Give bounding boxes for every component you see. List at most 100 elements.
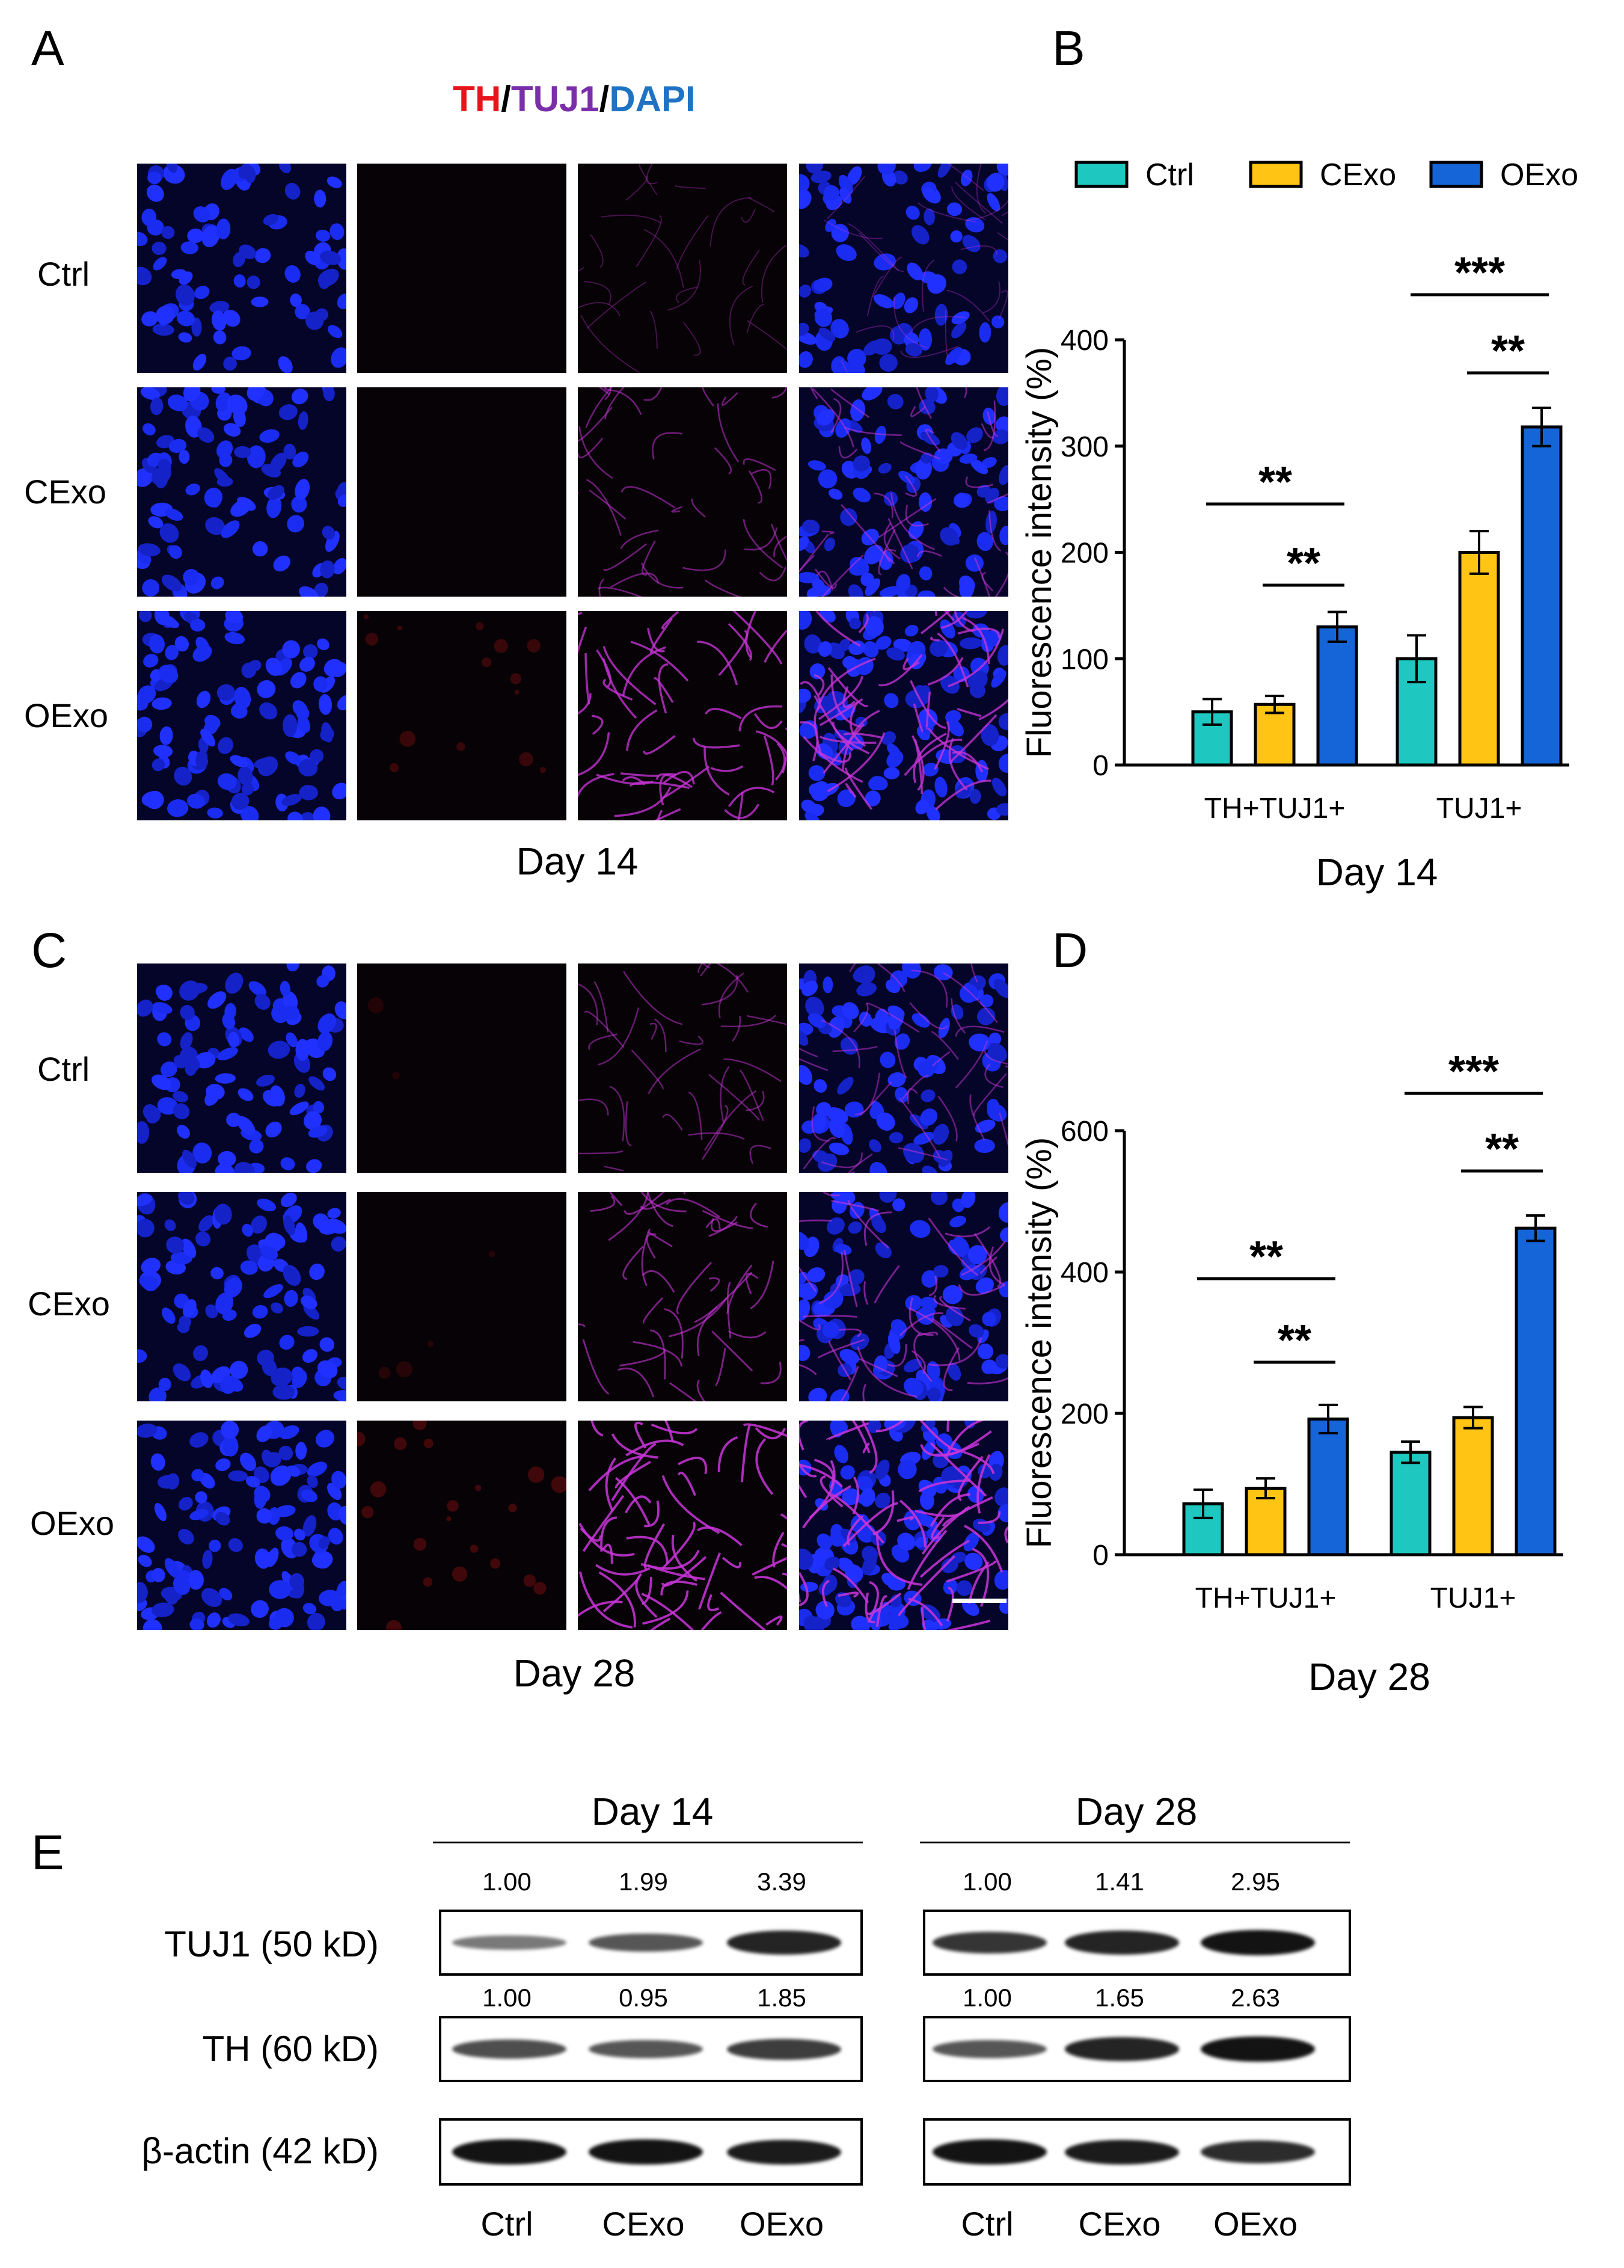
legend-label-oexo: OExo <box>1500 158 1578 192</box>
blot-band-tuj1-d14-1 <box>589 1933 703 1952</box>
wb-quant-th_values-d28-2: 2.63 <box>1231 1984 1280 2012</box>
panel-label-a: A <box>31 21 64 76</box>
y-tick-label: 200 <box>1061 538 1109 570</box>
blot-band-bactin-d28-2 <box>1201 2140 1315 2163</box>
x-category-label: TUJ1+ <box>1430 1582 1516 1614</box>
scale-bar-day28 <box>952 1599 1007 1603</box>
blot-band-tuj1-d28-0 <box>933 1931 1047 1954</box>
micrograph-tile-grid-d14-r2-c1 <box>357 611 566 820</box>
significance-stars: ** <box>1278 1317 1311 1365</box>
blot-band-bactin-d14-1 <box>589 2139 703 2165</box>
legend-label-cexo: CExo <box>1320 158 1396 192</box>
wb-lane-label-d14-1: CExo <box>602 2205 685 2243</box>
row-label-ctrl-d14: Ctrl <box>37 255 90 293</box>
x-axis-label: Day 14 <box>1316 850 1438 894</box>
blot-band-th-d14-0 <box>452 2039 566 2059</box>
row-label-oexo-d28: OExo <box>30 1504 115 1542</box>
micrograph-tile-grid-d14-r2-c3 <box>799 611 1008 820</box>
significance-stars: ** <box>1258 458 1292 506</box>
y-tick-label: 600 <box>1061 1116 1109 1148</box>
wb-quant-tuj1_values-d14-2: 3.39 <box>757 1867 806 1896</box>
micrograph-tile-grid-d14-r0-c2 <box>578 164 787 373</box>
wb-day28-label: Day 28 <box>1075 1790 1198 1833</box>
blot-band-th-d14-2 <box>727 2038 841 2060</box>
row-label-ctrl-d28: Ctrl <box>37 1050 90 1088</box>
micrograph-tile-grid-d28-r0-c2 <box>578 963 787 1173</box>
bar-cexo-1 <box>1452 1416 1494 1557</box>
wb-lane-label-d28-0: Ctrl <box>961 2205 1014 2243</box>
significance-stars: *** <box>1448 1048 1499 1096</box>
micrograph-tile-grid-d28-r2-c0 <box>137 1421 346 1630</box>
blot-tuj1-d14 <box>439 1910 863 1976</box>
micrograph-tile-grid-d28-r2-c3 <box>799 1421 1008 1630</box>
panel-label-e: E <box>31 1825 64 1880</box>
bar-oexo-0 <box>1316 625 1358 767</box>
wb-quant-tuj1_values-d14-0: 1.00 <box>482 1867 532 1896</box>
wb-quant-tuj1_values-d28-0: 1.00 <box>963 1867 1012 1896</box>
y-axis-label: Fluorescence intensity (%) <box>1020 347 1059 758</box>
y-tick-label: 100 <box>1061 644 1109 675</box>
stain-sep-2: / <box>599 79 610 119</box>
y-tick-label: 300 <box>1061 431 1109 463</box>
micrograph-tile-grid-d14-r0-c0 <box>137 164 346 373</box>
y-tick-label: 400 <box>1061 1257 1109 1289</box>
blot-th-d14 <box>439 2016 863 2082</box>
legend-swatch-oexo <box>1429 161 1483 188</box>
micrograph-tile-grid-d28-r0-c1 <box>357 963 566 1173</box>
legend-swatch-cexo <box>1249 161 1303 188</box>
panel-label-c: C <box>31 923 67 978</box>
micrograph-tile-grid-d14-r2-c0 <box>137 611 346 820</box>
x-category-label: TH+TUJ1+ <box>1195 1582 1337 1614</box>
x-category-label: TUJ1+ <box>1436 793 1522 825</box>
x-category-label: TH+TUJ1+ <box>1204 793 1346 825</box>
micrograph-tile-grid-d14-r0-c1 <box>357 164 566 373</box>
bar-oexo-1 <box>1521 425 1563 767</box>
stain-sep-1: / <box>501 79 511 119</box>
micrograph-tile-grid-d28-r2-c2 <box>578 1421 787 1630</box>
blot-band-th-d28-0 <box>933 2039 1047 2059</box>
row-label-oexo-d14: OExo <box>24 696 109 734</box>
blot-tuj1-d28 <box>923 1910 1351 1976</box>
wb-quant-tuj1_values-d14-1: 1.99 <box>619 1867 668 1896</box>
blot-band-th-d28-2 <box>1201 2036 1315 2062</box>
blot-band-tuj1-d28-2 <box>1201 1929 1315 1956</box>
bar-ctrl-1 <box>1396 657 1438 767</box>
y-tick-label: 0 <box>1092 1540 1109 1572</box>
y-tick-label: 0 <box>1092 750 1109 782</box>
stain-th: TH <box>453 79 501 119</box>
significance-stars: ** <box>1491 327 1525 375</box>
blot-band-bactin-d14-0 <box>452 2139 566 2165</box>
significance-stars: ** <box>1249 1233 1283 1281</box>
micrograph-day28-label: Day 28 <box>513 1652 636 1695</box>
scale-bar-day14 <box>950 823 1005 827</box>
legend-swatch-ctrl <box>1074 161 1129 188</box>
micrograph-tile-grid-d28-r1-c1 <box>357 1192 566 1401</box>
micrograph-tile-grid-d28-r0-c0 <box>137 963 346 1173</box>
y-axis-label: Fluorescence intensity (%) <box>1020 1137 1059 1548</box>
blot-band-tuj1-d14-2 <box>727 1931 841 1955</box>
wb-lane-label-d28-2: OExo <box>1213 2205 1298 2243</box>
micrograph-tile-grid-d28-r1-c0 <box>137 1192 346 1401</box>
wb-lane-label-d28-1: CExo <box>1078 2205 1161 2243</box>
wb-quant-th_values-d14-0: 1.00 <box>482 1984 532 2012</box>
blot-band-bactin-d28-1 <box>1065 2139 1179 2165</box>
blot-th-d28 <box>923 2016 1351 2082</box>
blot-bactin-d28 <box>923 2118 1351 2186</box>
blot-bactin-d14 <box>439 2118 863 2186</box>
bar-ctrl-1 <box>1390 1451 1432 1557</box>
blot-band-bactin-d28-0 <box>933 2139 1047 2165</box>
blot-band-tuj1-d14-0 <box>452 1935 566 1950</box>
wb-day28-line <box>920 1842 1350 1843</box>
wb-row-label-bactin: β-actin (42 kD) <box>141 2131 379 2171</box>
bar-cexo-1 <box>1458 551 1500 767</box>
micrograph-tile-grid-d14-r0-c3 <box>799 164 1008 373</box>
row-label-cexo-d14: CExo <box>24 473 106 511</box>
micrograph-tile-grid-d14-r1-c1 <box>357 387 566 597</box>
blot-band-tuj1-d28-1 <box>1065 1931 1179 1955</box>
wb-day14-line <box>433 1842 863 1843</box>
panel-label-b: B <box>1052 21 1085 76</box>
row-label-cexo-d28: CExo <box>28 1285 110 1323</box>
wb-row-label-th: TH (60 kD) <box>202 2029 379 2069</box>
